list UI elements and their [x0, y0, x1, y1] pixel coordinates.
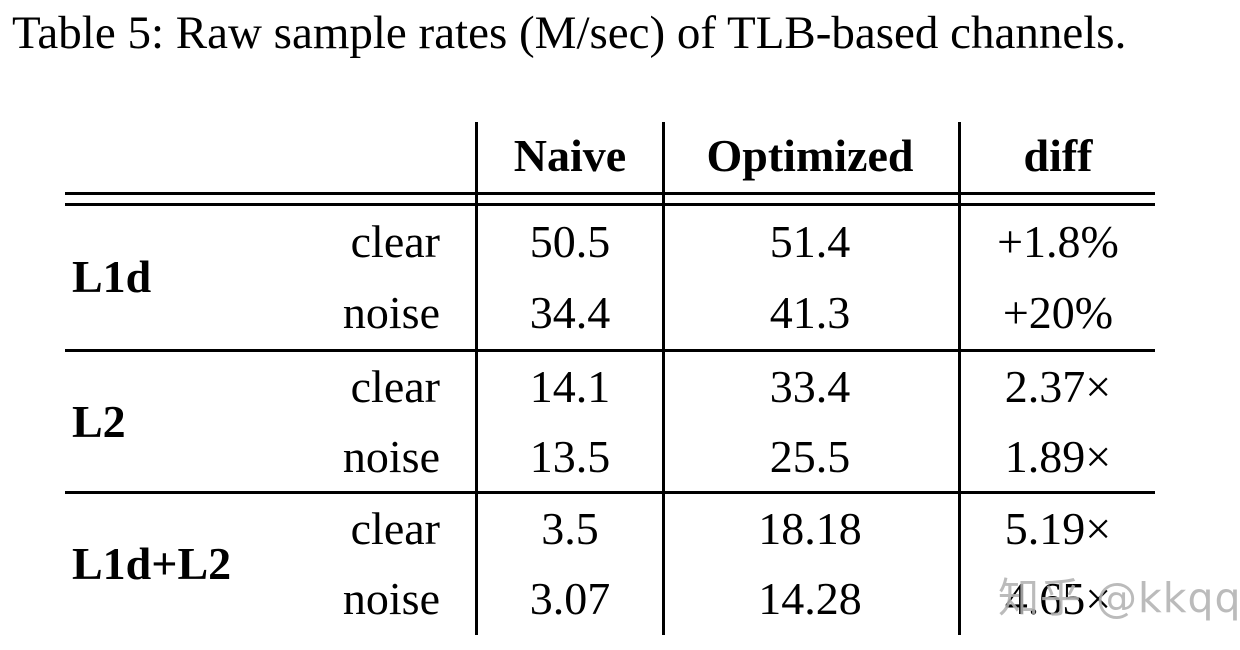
- section-rule-l2-l1dl2: [65, 491, 1155, 494]
- cell-l1d-noise-diff: +20%: [1002, 286, 1114, 338]
- column-header-optimized: Optimized: [706, 130, 914, 181]
- cell-l1d-clear-naive: 50.5: [529, 215, 611, 267]
- cell-l2-clear-naive: 14.1: [529, 361, 611, 412]
- column-rule-2: [662, 122, 665, 635]
- cell-l2-clear-diff: 2.37×: [1004, 361, 1112, 412]
- column-header-naive: Naive: [513, 130, 627, 181]
- row-label-l1d-noise: noise: [342, 286, 440, 338]
- column-rule-1: [475, 122, 478, 635]
- cell-l1dl2-noise-optimized: 14.28: [758, 573, 862, 624]
- zhihu-watermark: 知乎 @kkqq: [998, 574, 1240, 622]
- cell-l1dl2-clear-naive: 3.5: [541, 503, 599, 554]
- cell-l1dl2-noise-diff: 4.65×: [1004, 573, 1112, 624]
- row-group-label-l1d: L1d: [72, 251, 152, 302]
- header-double-rule-bottom: [65, 203, 1155, 206]
- column-rule-3: [958, 122, 961, 635]
- cell-l2-noise-naive: 13.5: [529, 430, 611, 482]
- cell-l1dl2-clear-optimized: 18.18: [758, 503, 862, 554]
- cell-l1dl2-clear-diff: 5.19×: [1004, 503, 1112, 554]
- cell-l1d-noise-naive: 34.4: [529, 286, 611, 338]
- cell-l1d-noise-optimized: 41.3: [769, 286, 851, 338]
- cell-l2-noise-diff: 1.89×: [1004, 430, 1112, 482]
- row-label-l1dl2-clear: clear: [350, 503, 440, 554]
- row-group-label-l2: L2: [72, 395, 126, 447]
- cell-l1d-clear-diff: +1.8%: [997, 215, 1119, 267]
- row-label-l2-clear: clear: [350, 361, 440, 412]
- row-label-l1dl2-noise: noise: [342, 573, 440, 624]
- cell-l1d-clear-optimized: 51.4: [769, 215, 851, 267]
- row-label-l1d-clear: clear: [350, 215, 440, 267]
- table-caption: Table 5: Raw sample rates (M/sec) of TLB…: [12, 7, 1127, 59]
- row-label-l2-noise: noise: [342, 430, 440, 482]
- cell-l2-noise-optimized: 25.5: [769, 430, 851, 482]
- header-double-rule-top: [65, 192, 1155, 195]
- row-group-label-l1d-l2: L1d+L2: [72, 538, 232, 589]
- cell-l1dl2-noise-naive: 3.07: [529, 573, 611, 624]
- section-rule-l1d-l2: [65, 349, 1155, 352]
- column-header-diff: diff: [1023, 130, 1093, 181]
- cell-l2-clear-optimized: 33.4: [769, 361, 851, 412]
